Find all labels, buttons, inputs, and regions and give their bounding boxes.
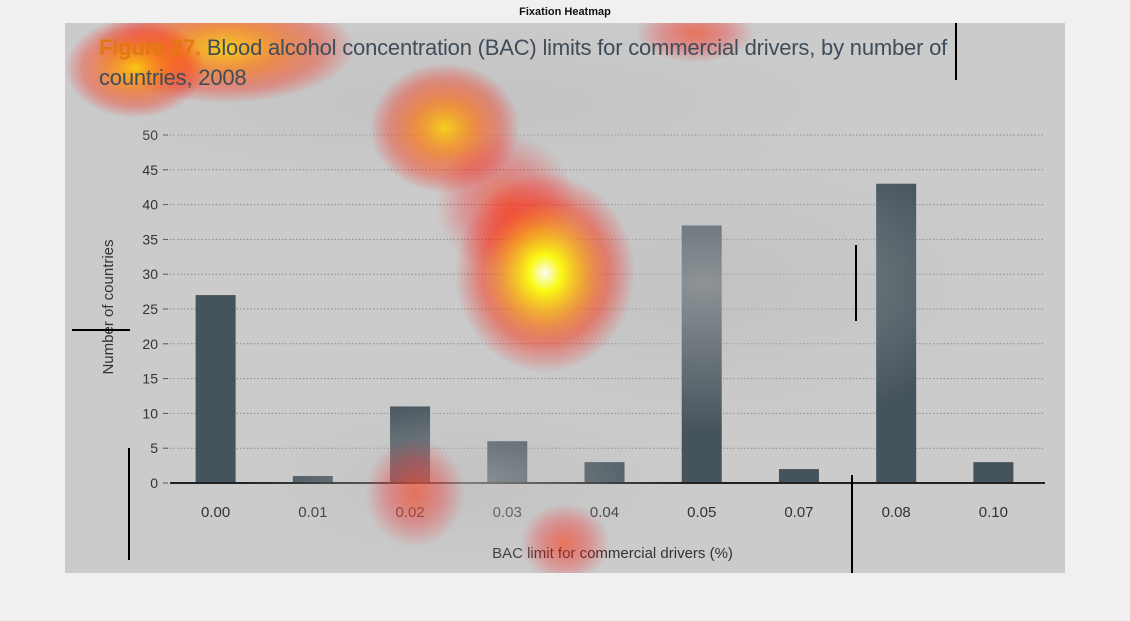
heat-spot: [635, 23, 755, 63]
x-tick-label: 0.00: [201, 504, 230, 521]
bar: [195, 295, 236, 483]
y-tick-label: 45: [142, 162, 158, 178]
scanpath-mark: [72, 329, 130, 331]
heat-spot: [520, 503, 610, 573]
x-tick-label: 0.05: [687, 504, 716, 521]
y-tick-label: 30: [142, 266, 158, 282]
x-tick-label: 0.08: [882, 504, 911, 521]
y-tick-label: 10: [142, 405, 158, 421]
heatmap-overlay: [65, 23, 1005, 573]
heatmap-heading: Fixation Heatmap: [519, 6, 611, 18]
y-axis-title: Number of countries: [100, 239, 117, 374]
heat-spot: [365, 438, 465, 548]
y-tick-label: 5: [150, 440, 158, 456]
heat-spot: [455, 173, 635, 373]
bar-chart: 051015202530354045500.000.010.020.030.04…: [65, 23, 1045, 573]
bar: [778, 469, 819, 483]
x-tick-label: 0.10: [979, 504, 1008, 521]
heat-spot: [245, 393, 685, 573]
scanpath-mark: [128, 448, 130, 560]
y-tick-label: 15: [142, 371, 158, 387]
scanpath-mark: [855, 245, 857, 321]
chart-title-text: Blood alcohol concentration (BAC) limits…: [99, 35, 948, 90]
y-tick-label: 40: [142, 197, 158, 213]
y-tick-label: 35: [142, 231, 158, 247]
y-tick-label: 0: [150, 475, 158, 491]
chart-title: Figure 27. Blood alcohol concentration (…: [99, 33, 1019, 93]
heat-spot: [65, 23, 205, 118]
bar: [973, 462, 1014, 483]
figure-number: Figure 27.: [99, 35, 201, 60]
chart-panel: 051015202530354045500.000.010.020.030.04…: [65, 23, 1065, 573]
y-tick-label: 20: [142, 336, 158, 352]
scanpath-mark: [955, 23, 957, 80]
y-tick-label: 25: [142, 301, 158, 317]
x-tick-label: 0.07: [784, 504, 813, 521]
scanpath-mark: [851, 475, 853, 573]
